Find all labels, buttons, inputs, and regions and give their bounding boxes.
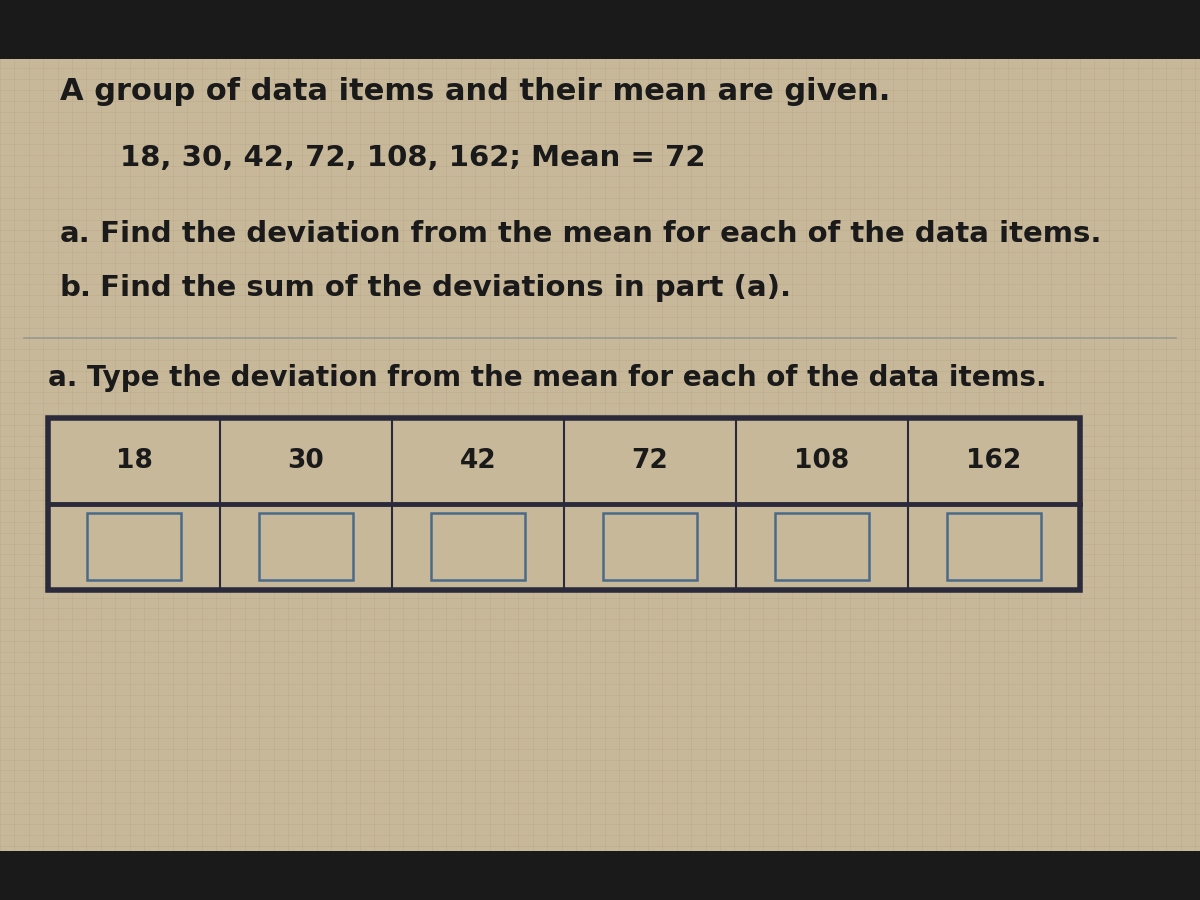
Text: 18, 30, 42, 72, 108, 162; Mean = 72: 18, 30, 42, 72, 108, 162; Mean = 72 [120, 144, 706, 172]
Text: 30: 30 [288, 448, 324, 474]
Text: a.: a. [60, 220, 91, 248]
Text: Find the sum of the deviations in part (a).: Find the sum of the deviations in part (… [90, 274, 791, 302]
Text: 108: 108 [794, 448, 850, 474]
Text: 18: 18 [115, 448, 152, 474]
Text: a. Type the deviation from the mean for each of the data items.: a. Type the deviation from the mean for … [48, 364, 1046, 392]
Text: 72: 72 [631, 448, 668, 474]
Text: 42: 42 [460, 448, 497, 474]
Text: A group of data items and their mean are given.: A group of data items and their mean are… [60, 76, 890, 105]
Text: Find the deviation from the mean for each of the data items.: Find the deviation from the mean for eac… [90, 220, 1102, 248]
Text: 162: 162 [966, 448, 1021, 474]
Text: b.: b. [60, 274, 92, 302]
